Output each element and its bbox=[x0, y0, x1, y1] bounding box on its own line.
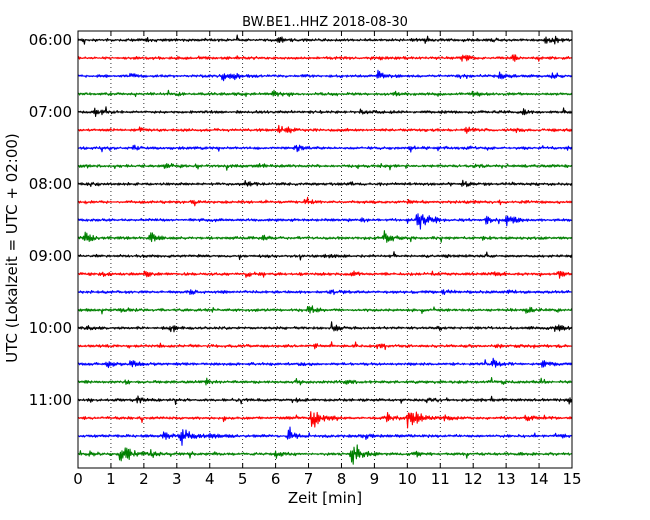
y-tick-label: 09:00 bbox=[29, 247, 72, 265]
x-tick-label: 6 bbox=[271, 470, 281, 488]
trace-line bbox=[77, 162, 573, 171]
trace-line bbox=[77, 395, 573, 405]
x-tick-label: 14 bbox=[530, 470, 549, 488]
trace-line bbox=[77, 305, 573, 315]
x-tick-label: 13 bbox=[497, 470, 516, 488]
trace-line bbox=[77, 179, 573, 188]
y-axis-label: UTC (Lokalzeit = UTC + 02:00) bbox=[3, 133, 21, 363]
trace-line bbox=[77, 444, 572, 465]
trace-line bbox=[77, 377, 573, 386]
trace-line bbox=[77, 106, 573, 117]
trace-line bbox=[77, 230, 573, 243]
y-tick-label: 08:00 bbox=[29, 175, 72, 193]
x-tick-label: 7 bbox=[304, 470, 314, 488]
trace-line bbox=[77, 89, 573, 98]
x-axis: 0 1 2 3 4 5 6 7 8 9 10 11 12 13 14 15 bbox=[73, 31, 582, 488]
chart-title: BW.BE1..HHZ 2018-08-30 bbox=[242, 15, 408, 30]
trace-line bbox=[77, 124, 573, 134]
trace-line bbox=[77, 289, 572, 296]
trace-line bbox=[77, 251, 573, 261]
trace-line bbox=[77, 411, 573, 429]
x-tick-label: 12 bbox=[464, 470, 483, 488]
x-tick-label: 11 bbox=[431, 470, 450, 488]
y-tick-label: 11:00 bbox=[29, 391, 72, 409]
trace-line bbox=[77, 357, 573, 369]
trace-line bbox=[77, 144, 573, 153]
trace-line bbox=[77, 341, 572, 351]
x-tick-label: 5 bbox=[238, 470, 248, 488]
vertical-grid bbox=[110, 31, 540, 468]
plot-frame bbox=[77, 30, 573, 469]
x-tick-label: 9 bbox=[370, 470, 380, 488]
x-tick-label: 15 bbox=[562, 470, 581, 488]
x-tick-label: 3 bbox=[172, 470, 182, 488]
x-tick-label: 0 bbox=[73, 470, 83, 488]
trace-line bbox=[77, 426, 573, 446]
x-tick-label: 2 bbox=[139, 470, 149, 488]
trace-line bbox=[77, 69, 573, 82]
trace-line bbox=[77, 196, 573, 207]
y-tick-label: 06:00 bbox=[29, 31, 72, 49]
x-tick-label: 4 bbox=[205, 470, 215, 488]
y-axis: 06:00 07:00 08:00 09:00 10:00 11:00 bbox=[29, 31, 83, 409]
x-tick-label: 1 bbox=[106, 470, 116, 488]
x-axis-label: Zeit [min] bbox=[288, 489, 362, 507]
trace-line bbox=[77, 54, 572, 62]
trace-line bbox=[77, 270, 573, 279]
trace-line bbox=[77, 34, 573, 45]
trace-group bbox=[77, 34, 573, 465]
y-tick-label: 10:00 bbox=[29, 319, 72, 337]
x-tick-label: 10 bbox=[398, 470, 417, 488]
trace-line bbox=[77, 213, 572, 230]
x-tick-label: 8 bbox=[337, 470, 347, 488]
y-tick-label: 07:00 bbox=[29, 103, 72, 121]
trace-line bbox=[77, 321, 573, 333]
